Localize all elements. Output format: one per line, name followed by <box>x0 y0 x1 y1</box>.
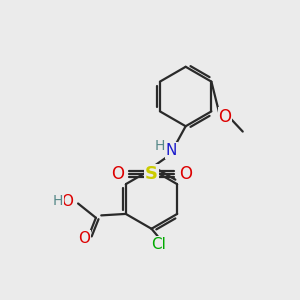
Text: H: H <box>53 194 63 208</box>
Text: S: S <box>145 165 158 183</box>
Text: O: O <box>218 108 231 126</box>
Text: H: H <box>154 139 165 153</box>
Text: O: O <box>61 194 73 208</box>
Text: O: O <box>179 165 192 183</box>
Text: Cl: Cl <box>151 237 166 252</box>
Text: N: N <box>166 143 177 158</box>
Text: O: O <box>79 231 91 246</box>
Text: O: O <box>111 165 124 183</box>
